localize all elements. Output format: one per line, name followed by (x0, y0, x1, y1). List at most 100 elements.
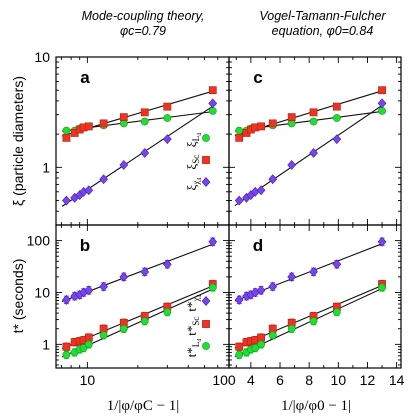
legend-b-L4-label: t*L₄ (184, 339, 201, 358)
panel-c-point-L4 (235, 126, 244, 135)
legend-a-L4: ξL₄ (184, 133, 201, 147)
xtick-label-b-10: 10 (80, 372, 96, 388)
legend-a-L4-label: ξL₄ (184, 133, 201, 147)
panel-a-point-chi4 (119, 160, 129, 170)
panel-a-point-Sc (119, 113, 128, 122)
panel-b-point-chi4 (62, 294, 71, 305)
panel-d-point-chi4 (234, 294, 244, 305)
panel-c-point-chi4 (268, 174, 278, 185)
panel-d-point-chi4 (377, 236, 387, 247)
panel-a-point-L4 (163, 114, 172, 122)
panel-a-point-chi4 (140, 147, 150, 158)
panel-d-point-chi4 (268, 281, 278, 292)
xtick-label-d-10: 10 (331, 372, 347, 388)
panel-a-point-chi4 (208, 98, 218, 109)
ylabel-tstar: t* (seconds) (10, 259, 26, 334)
xlabel-mct: 1/|φ/φC − 1| (107, 398, 180, 414)
panel-c-point-chi4 (377, 98, 387, 109)
legend-a-chi4-marker (201, 177, 211, 187)
xtick-label-d-14: 14 (389, 372, 405, 388)
panel-d-letter: d (253, 236, 263, 255)
legend-b-Sc-label: t*Sᴄ (184, 316, 201, 335)
panel-b-point-chi4 (140, 266, 150, 277)
panel-d-point-chi4 (256, 285, 266, 296)
panel-d-point-Sc (257, 333, 265, 342)
title-mode-coupling-line1: Mode-coupling theory, (81, 9, 205, 23)
ylabel-xi: ξ (particle diameters) (10, 76, 26, 206)
panel-c-point-Sc (378, 86, 386, 95)
panel-d-point-Sc (235, 342, 244, 351)
panel-a-point-chi4 (99, 174, 108, 185)
panel-a-point-chi4 (84, 185, 94, 196)
panel-b-point-L4 (208, 283, 217, 292)
panel-b-point-chi4 (119, 271, 129, 282)
panel-c-point-chi4 (287, 160, 297, 170)
panel-a-point-Sc (140, 108, 149, 117)
panel-d-point-L4 (378, 283, 386, 292)
ytick-label-a-10: 10 (34, 49, 50, 65)
panel-d-point-L4 (287, 324, 296, 333)
panel-b-point-chi4 (84, 285, 94, 296)
panel-b-point-L4 (84, 340, 93, 349)
panel-c-point-chi4 (234, 195, 244, 206)
legend-b-Sc: t*Sᴄ (184, 316, 201, 335)
panel-d-point-L4 (257, 340, 265, 349)
panel-b-point-chi4 (208, 236, 218, 247)
xtick-label-d-12: 12 (360, 372, 376, 388)
panel-b-point-chi4 (99, 281, 108, 292)
panel-d-point-chi4 (332, 259, 342, 270)
panel-a-point-L4 (140, 117, 149, 126)
panel-b-point-L4 (62, 350, 71, 359)
title-vft-line2: equation, φ0=0.84 (271, 24, 374, 38)
panel-d-point-chi4 (309, 266, 318, 277)
panel-b-point-Sc (62, 342, 71, 351)
panel-c-point-Sc (235, 133, 244, 142)
ytick-label-b-10: 10 (34, 284, 50, 300)
panel-c-point-L4 (378, 106, 386, 115)
xtick-label-d-100: 100 (212, 372, 236, 388)
panel-d-frame (228, 224, 402, 369)
panel-d-point-L4 (332, 308, 341, 316)
panel-c-letter: c (253, 68, 262, 87)
panel-c-point-chi4 (309, 147, 318, 158)
legend-a-Sc: ξSᴄ (184, 154, 201, 169)
panel-c-point-L4 (309, 117, 318, 126)
panel-c-point-Sc (287, 113, 296, 122)
legend-a-chi4: ξχ₄ (184, 178, 201, 191)
panel-c-point-chi4 (256, 185, 266, 196)
panel-d-point-chi4 (287, 271, 297, 282)
legend-b-chi4: t*χ₄ (184, 294, 201, 311)
panel-d-point-Sc (268, 324, 277, 333)
panel-b-letter: b (80, 236, 90, 255)
panel-c-point-Sc (332, 102, 341, 111)
panel-a-point-Sc (208, 86, 217, 95)
ytick-label-b-100: 100 (27, 233, 51, 249)
ytick-label-b-1: 1 (42, 336, 50, 352)
panel-c-point-Sc (257, 122, 265, 131)
panel-b-point-L4 (140, 317, 149, 326)
legend-b-chi4-marker (201, 296, 211, 306)
legend-a-L4-marker (202, 134, 210, 142)
panel-b-point-L4 (119, 324, 128, 333)
xtick-label-d-6: 6 (276, 372, 284, 388)
panel-d-point-L4 (251, 344, 260, 352)
panel-a-point-Sc (163, 102, 172, 111)
legend-a-chi4-label: ξχ₄ (184, 178, 201, 191)
legend-a-Sc-label: ξSᴄ (184, 154, 201, 169)
legend-a-Sc-marker (202, 156, 210, 164)
xlabel-vft: 1/|φ/φ0 − 1| (281, 398, 351, 414)
panel-b-point-Sc (84, 333, 93, 342)
panel-a-letter: a (80, 68, 90, 87)
panel-b-point-Sc (99, 324, 108, 333)
title-mode-coupling-line2: φc=0.79 (119, 24, 167, 38)
title-vft: Vogel-Tamann-Fulcher equation, φ0=0.84 (230, 9, 415, 39)
panel-d-point-L4 (309, 317, 318, 326)
panel-a-point-Sc (62, 133, 71, 142)
panel-d-point-L4 (235, 350, 244, 359)
xtick-label-d-8: 8 (305, 372, 313, 388)
panel-a-point-L4 (208, 106, 217, 115)
xtick-label-d-4: 4 (247, 372, 255, 388)
panel-c-point-L4 (332, 114, 341, 122)
panel-c-point-Sc (268, 119, 277, 128)
